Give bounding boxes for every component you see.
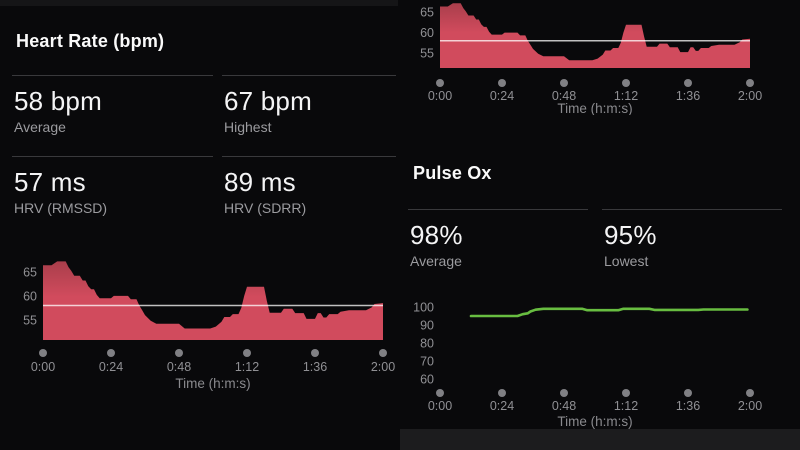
x-tick-dot (39, 349, 47, 357)
panel-top-edge (0, 0, 398, 6)
y-axis-tick-label: 100 (413, 301, 434, 315)
stat-hrv-rmssd: 57 ms HRV (RMSSD) (12, 156, 213, 237)
x-tick-dot (622, 79, 630, 87)
x-axis-title: Time (h:m:s) (175, 376, 250, 391)
x-axis-tick-label: 1:36 (303, 360, 327, 374)
pulse-ox-chart[interactable]: 60 70 80 90 100 0:00 0:24 0:48 1:12 1:36 2:00 Time … (400, 285, 800, 434)
stat-hr-average: 58 bpm Average (12, 75, 213, 156)
stat-label: Lowest (604, 253, 649, 270)
x-axis-title: Time (h:m:s) (557, 101, 632, 115)
x-axis-tick-label: 1:36 (676, 399, 700, 413)
x-axis-tick-label: 0:48 (167, 360, 191, 374)
y-axis-tick-label: 80 (420, 337, 434, 351)
x-tick-dot (436, 79, 444, 87)
chart-area-fill (43, 261, 383, 340)
x-axis-tick-label: 1:12 (614, 89, 638, 103)
x-tick-dot (379, 349, 387, 357)
x-axis-tick-label: 0:24 (490, 89, 514, 103)
stat-value: 58 bpm (14, 86, 102, 116)
x-axis-tick-label: 0:24 (99, 360, 123, 374)
y-axis-tick-label: 65 (23, 265, 37, 279)
heart-rate-stats: 58 bpm Average 67 bpm Highest 57 ms HRV … (12, 75, 396, 237)
chart-canvas: 55 60 65 0:00 0:24 0:48 1:12 1:36 2:00 Time (h:m:… (420, 3, 762, 116)
stat-value: 95% (604, 220, 657, 250)
x-tick-dot (498, 79, 506, 87)
chart-canvas: 55 60 65 0:00 0:24 0:48 1:12 1:36 2:00 Time (h:m:… (23, 261, 395, 391)
stat-label: Average (410, 253, 462, 270)
x-axis-tick-label: 0:00 (428, 399, 452, 413)
stat-spo2-lowest: 95% Lowest (602, 209, 782, 290)
chart-area-fill (440, 3, 750, 68)
heart-rate-panel: Heart Rate (bpm) 58 bpm Average 67 bpm H… (0, 0, 398, 450)
pulse-ox-title: Pulse Ox (413, 163, 492, 183)
x-axis-tick-label: 0:48 (552, 399, 576, 413)
x-axis-tick-label: 0:00 (31, 360, 55, 374)
stat-value: 98% (410, 220, 463, 250)
x-tick-dot (311, 349, 319, 357)
y-axis-tick-label: 70 (420, 355, 434, 369)
y-axis-tick-label: 65 (420, 6, 434, 20)
x-axis-tick-label: 1:12 (614, 399, 638, 413)
x-axis-tick-label: 2:00 (738, 399, 762, 413)
x-axis-tick-label: 0:48 (552, 89, 576, 103)
chart-canvas: 60 70 80 90 100 0:00 0:24 0:48 1:12 1:36 2:00 Time … (413, 301, 762, 430)
y-axis-tick-label: 55 (420, 46, 434, 60)
y-axis-tick-label: 60 (420, 26, 434, 40)
x-tick-dot (175, 349, 183, 357)
stat-label: HRV (SDRR) (224, 200, 307, 217)
x-tick-dot (684, 389, 692, 397)
stat-label: Highest (224, 119, 272, 136)
stat-spo2-average: 98% Average (408, 209, 588, 290)
stat-label: Average (14, 119, 66, 136)
x-axis-tick-label: 0:00 (428, 89, 452, 103)
x-tick-dot (436, 389, 444, 397)
y-axis-tick-label: 90 (420, 319, 434, 333)
x-axis-tick-label: 2:00 (371, 360, 395, 374)
y-axis-tick-label: 55 (23, 313, 37, 327)
x-tick-dot (498, 389, 506, 397)
pulse-ox-panel: 55 60 65 0:00 0:24 0:48 1:12 1:36 2:00 Time (h:m:… (400, 0, 800, 450)
x-axis-tick-label: 1:12 (235, 360, 259, 374)
stat-value: 67 bpm (224, 86, 312, 116)
bottom-bar (400, 429, 800, 450)
y-axis-tick-label: 60 (23, 289, 37, 303)
x-axis-tick-label: 2:00 (738, 89, 762, 103)
stat-hrv-sdrr: 89 ms HRV (SDRR) (222, 156, 396, 237)
pulse-ox-stats: 98% Average 95% Lowest (408, 209, 792, 290)
stat-value: 89 ms (224, 167, 296, 197)
heart-rate-chart[interactable]: 55 60 65 0:00 0:24 0:48 1:12 1:36 2:00 Time (h:m:… (0, 255, 398, 400)
x-tick-dot (746, 389, 754, 397)
stat-value: 57 ms (14, 167, 86, 197)
x-tick-dot (243, 349, 251, 357)
heart-rate-chart-secondary[interactable]: 55 60 65 0:00 0:24 0:48 1:12 1:36 2:00 Time (h:m:… (400, 0, 800, 120)
x-tick-dot (560, 79, 568, 87)
x-tick-dot (622, 389, 630, 397)
x-tick-dot (746, 79, 754, 87)
heart-rate-title: Heart Rate (bpm) (16, 31, 165, 51)
x-tick-dot (684, 79, 692, 87)
chart-line (469, 307, 749, 318)
stat-label: HRV (RMSSD) (14, 200, 108, 217)
x-axis-tick-label: 0:24 (490, 399, 514, 413)
x-axis-title: Time (h:m:s) (557, 414, 632, 429)
x-tick-dot (107, 349, 115, 357)
x-tick-dot (560, 389, 568, 397)
stat-hr-highest: 67 bpm Highest (222, 75, 396, 156)
y-axis-tick-label: 60 (420, 373, 434, 387)
x-axis-tick-label: 1:36 (676, 89, 700, 103)
